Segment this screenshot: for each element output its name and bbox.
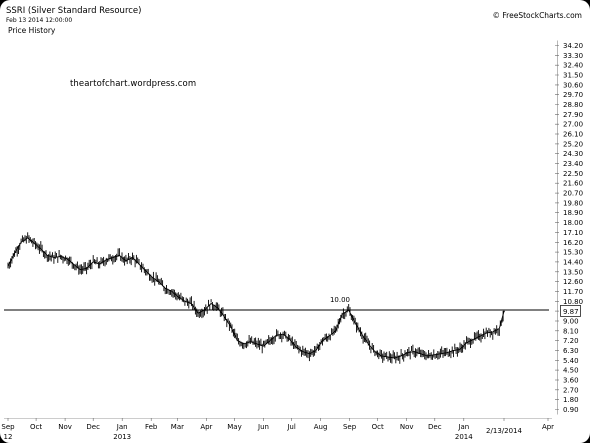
y-tick-label: 34.20 — [563, 42, 583, 50]
x-tick-label: Jan — [457, 423, 469, 431]
y-tick-label: 6.30 — [563, 347, 579, 355]
y-tick-label: 10.80 — [563, 298, 583, 306]
y-tick-label: 27.90 — [563, 111, 583, 119]
x-tick-label: Sep — [343, 423, 357, 431]
current-price-label: 9.87 — [563, 308, 579, 316]
chart-title: SSRI (Silver Standard Resource) — [6, 6, 142, 16]
source-credit: © FreeStockCharts.com — [492, 11, 582, 20]
y-tick-label: 32.40 — [563, 62, 583, 70]
x-tick-label: Feb — [145, 423, 158, 431]
chart-timestamp: Feb 13 2014 12:00:00 — [6, 17, 73, 24]
y-tick-label: 29.70 — [563, 91, 583, 99]
y-tick-label: 12.60 — [563, 278, 583, 286]
x-tick-label: Jan — [116, 423, 128, 431]
y-tick-label: 23.40 — [563, 160, 583, 168]
y-tick-label: 19.80 — [563, 199, 583, 207]
x-tick-year-label: 2014 — [455, 433, 473, 441]
y-tick-label: 5.40 — [563, 357, 579, 365]
y-tick-label: 20.70 — [563, 190, 583, 198]
y-tick-label: 14.40 — [563, 258, 583, 266]
y-tick-label: 13.50 — [563, 268, 583, 276]
x-tick-label: Mar — [171, 423, 184, 431]
x-tick-label: Apr — [200, 423, 212, 431]
y-tick-label: 7.20 — [563, 337, 579, 345]
y-tick-label: 11.70 — [563, 288, 583, 296]
y-tick-label: 26.10 — [563, 131, 583, 139]
x-tick-label: Nov — [400, 423, 414, 431]
x-tick-label: Dec — [428, 423, 442, 431]
y-tick-label: 22.50 — [563, 170, 583, 178]
x-tick-label: Sep — [1, 423, 15, 431]
x-axis: Sep 12 Oct Nov Dec Jan 2013 Feb Mar Apr May Jun Jul A… — [1, 418, 554, 441]
chart-subtitle: Price History — [8, 26, 56, 35]
y-tick-label: 21.60 — [563, 180, 583, 188]
y-tick-label: 17.10 — [563, 229, 583, 237]
y-tick-label: 31.50 — [563, 72, 583, 80]
x-tick-label: Apr — [542, 423, 554, 431]
x-tick-label: Dec — [86, 423, 100, 431]
x-tick-label: Oct — [372, 423, 384, 431]
y-tick-label: 18.90 — [563, 209, 583, 217]
y-tick-label: 2.70 — [563, 386, 579, 394]
x-tick-label: 2/13/2014 — [486, 427, 522, 435]
price-series — [7, 232, 505, 364]
x-tick-label: Aug — [314, 423, 328, 431]
y-tick-label: 33.30 — [563, 52, 583, 60]
y-tick-label: 0.90 — [563, 406, 579, 414]
last-price-point — [503, 310, 505, 313]
y-tick-label: 28.80 — [563, 101, 583, 109]
watermark: theartofchart.wordpress.com — [70, 79, 197, 89]
y-tick-label: 16.20 — [563, 239, 583, 247]
y-tick-label: 4.50 — [563, 367, 579, 375]
y-tick-label: 1.80 — [563, 396, 579, 404]
y-tick-label: 30.60 — [563, 81, 583, 89]
y-tick-label: 18.00 — [563, 219, 583, 227]
horizontal-line-group: 10.00 — [4, 296, 549, 311]
y-tick-label: 8.10 — [563, 327, 579, 335]
y-tick-label: 24.30 — [563, 150, 583, 158]
x-tick-label: Jun — [257, 423, 269, 431]
y-tick-label: 15.30 — [563, 249, 583, 257]
x-tick-label: May — [227, 423, 241, 431]
y-tick-label: 3.60 — [563, 377, 579, 385]
current-price-box — [560, 305, 581, 317]
resistance-label: 10.00 — [330, 296, 350, 304]
x-tick-label: Nov — [58, 423, 72, 431]
x-tick-label: Jul — [286, 423, 296, 431]
y-tick-label: 9.00 — [563, 318, 579, 326]
x-tick-year-label: 12 — [4, 433, 13, 441]
x-tick-label: Oct — [30, 423, 42, 431]
x-tick-year-label: 2013 — [113, 433, 131, 441]
y-tick-label: 25.20 — [563, 140, 583, 148]
y-tick-label: 27.00 — [563, 121, 583, 129]
